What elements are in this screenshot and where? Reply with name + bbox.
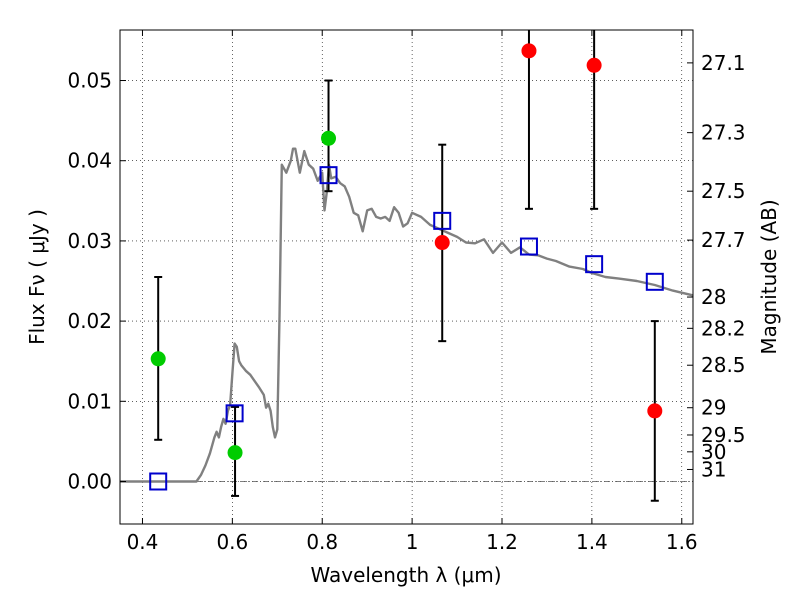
model-band-square (585, 255, 604, 274)
y2-axis-label: Magnitude (AB) (757, 199, 781, 354)
y2-tick-label: 28.5 (701, 353, 746, 377)
detection-point (321, 130, 337, 146)
model-band-square (225, 404, 244, 423)
y2-tick-label: 28.2 (701, 316, 746, 340)
y-tick-label: 0.02 (67, 309, 112, 333)
y-tick-label: 0.03 (67, 229, 112, 253)
x-tick-label: 0.8 (306, 530, 338, 554)
upper-limit-point (521, 43, 537, 59)
y2-tick-label: 27.7 (701, 228, 746, 252)
x-tick-label: 1.2 (486, 530, 518, 554)
x-tick-label: 1.4 (576, 530, 608, 554)
x-tick-label: 1.6 (666, 530, 698, 554)
model-band-square (319, 166, 338, 185)
axis-ticks (120, 30, 693, 524)
tick-labels: 0.4 0.6 0.8 1 1.2 1.4 1.6 0.00 0.01 0.02 0.03 0.04 0… (67, 51, 745, 554)
y-tick-label: 0.00 (67, 469, 112, 493)
model-band-square (645, 272, 664, 291)
detection-point (150, 351, 166, 367)
y-tick-label: 0.04 (67, 149, 112, 173)
y2-tick-label: 30 (701, 440, 726, 464)
upper-limit-point (586, 57, 602, 73)
y2-tick-label: 29 (701, 396, 726, 420)
detection-point (227, 445, 243, 461)
plot-background (120, 30, 693, 524)
x-axis-label: Wavelength λ (μm) (310, 563, 501, 587)
y-axis-label: Flux Fν ( μJy ) (25, 209, 49, 345)
x-tick-label: 0.6 (216, 530, 248, 554)
upper-limit-point (434, 235, 450, 251)
upper-limit-point (647, 403, 663, 419)
model-band-square (519, 237, 538, 256)
y2-tick-label: 27.1 (701, 51, 746, 75)
model-band-square (149, 472, 168, 491)
y2-tick-label: 29.5 (701, 423, 746, 447)
data-markers (149, 43, 664, 491)
model-band-square (433, 211, 452, 230)
x-tick-label: 1 (406, 530, 419, 554)
y2-tick-label: 31 (701, 457, 726, 481)
y2-tick-label: 27.5 (701, 179, 746, 203)
plot-frame (119, 29, 694, 525)
x-tick-label: 0.4 (127, 530, 159, 554)
y2-tick-label: 28 (701, 285, 726, 309)
y2-tick-label: 27.3 (701, 121, 746, 145)
y-tick-label: 0.05 (67, 69, 112, 93)
y-tick-label: 0.01 (67, 389, 112, 413)
